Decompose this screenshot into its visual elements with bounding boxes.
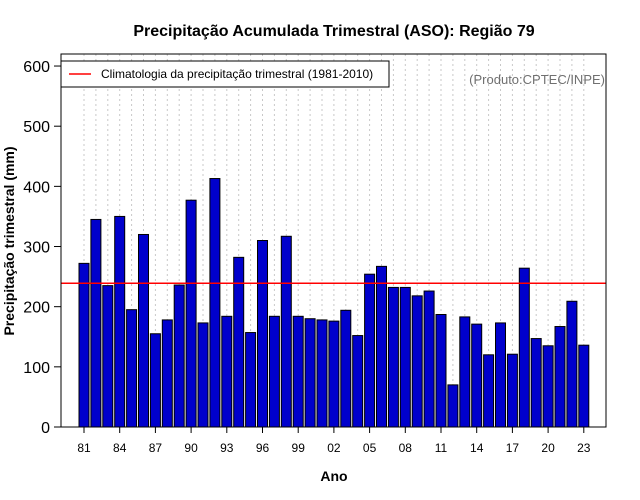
bar-1991 [197, 322, 209, 428]
x-tick-label: 23 [577, 441, 591, 455]
bar-2005 [364, 273, 376, 428]
bar-2011 [435, 313, 447, 428]
legend-label: Climatologia da precipitação trimestral … [101, 67, 373, 81]
x-tick-label: 90 [184, 441, 198, 455]
bar-2000 [304, 318, 316, 428]
bar-2014 [471, 323, 483, 428]
bar-2004 [352, 335, 364, 428]
legend-box [60, 60, 390, 88]
x-tick-label: 84 [113, 441, 127, 455]
x-tick-label: 96 [256, 441, 270, 455]
bar-1997 [268, 315, 280, 428]
bar-2012 [447, 384, 459, 428]
bar-2021 [554, 326, 566, 428]
bar-2001 [316, 319, 328, 428]
bar-2002 [328, 320, 340, 428]
bar-1993 [221, 315, 233, 428]
y-tick-label: 100 [23, 360, 50, 377]
bar-2017 [506, 353, 518, 428]
bar-2015 [483, 354, 495, 428]
y-axis-title: Precipitação trimestral (mm) [1, 146, 17, 335]
y-tick-label: 200 [23, 300, 50, 317]
x-tick-label: 81 [77, 441, 91, 455]
bar-2023 [578, 344, 590, 428]
bar-2018 [518, 267, 530, 428]
x-tick-label: 11 [435, 441, 448, 455]
bar-1992 [209, 178, 221, 428]
bar-1982 [90, 218, 102, 428]
bar-1990 [185, 199, 197, 428]
bar-1996 [257, 240, 268, 428]
y-tick-label: 400 [23, 179, 50, 196]
x-tick-label: 05 [363, 441, 377, 455]
x-tick-label: 99 [292, 441, 306, 455]
bar-2022 [566, 300, 578, 428]
bars [78, 178, 590, 428]
bar-2020 [542, 345, 554, 428]
bar-2007 [387, 286, 399, 428]
bar-2013 [459, 316, 471, 428]
bar-2019 [530, 338, 542, 428]
legend: Climatologia da precipitação trimestral … [60, 60, 390, 88]
bar-1984 [114, 215, 126, 428]
x-tick-label: 14 [470, 441, 484, 455]
y-tick-label: 600 [23, 59, 50, 76]
bar-1987 [149, 333, 161, 428]
bar-1995 [245, 332, 257, 428]
y-tick-label: 300 [23, 240, 50, 257]
y-tick-label: 500 [23, 119, 50, 136]
chart-title: Precipitação Acumulada Trimestral (ASO):… [133, 23, 534, 40]
bar-1985 [126, 309, 138, 428]
x-tick-label: 17 [506, 441, 520, 455]
bar-2016 [495, 322, 506, 428]
bar-1988 [161, 319, 173, 428]
y-axis: 0 100 200 300 400 500 600 [23, 59, 61, 437]
credit-text: (Produto:CPTEC/INPE) [469, 72, 605, 87]
x-axis-title: Ano [320, 468, 347, 484]
bar-1999 [292, 315, 304, 428]
x-tick-label: 20 [541, 441, 555, 455]
bar-2008 [399, 286, 411, 428]
x-axis: 81 84 87 90 93 96 99 02 05 08 11 14 17 20 23 [77, 427, 591, 455]
bar-1998 [280, 235, 292, 428]
bar-2003 [340, 309, 352, 428]
bar-2010 [423, 290, 435, 428]
bar-2006 [376, 265, 387, 428]
bar-2009 [411, 295, 423, 428]
bar-1983 [102, 285, 114, 428]
bar-1986 [138, 233, 149, 428]
bar-1989 [173, 284, 185, 428]
y-tick-label: 0 [41, 420, 50, 437]
bar-1981 [78, 262, 90, 428]
x-tick-label: 93 [220, 441, 234, 455]
x-tick-label: 87 [149, 441, 163, 455]
x-tick-label: 08 [399, 441, 413, 455]
x-tick-label: 02 [327, 441, 341, 455]
